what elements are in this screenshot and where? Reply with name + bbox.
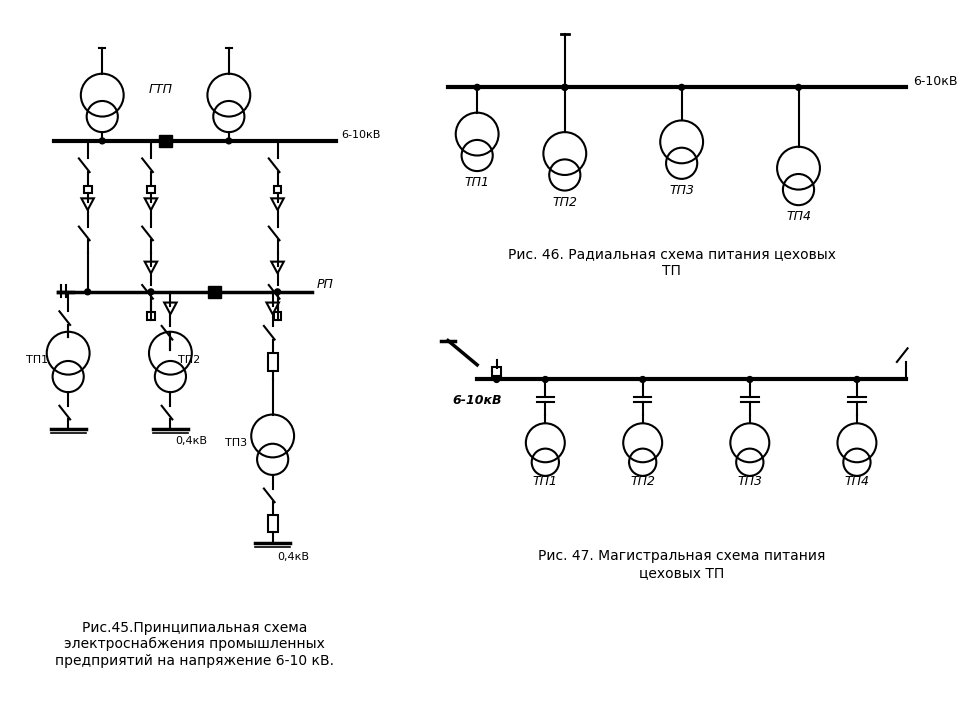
Circle shape: [493, 377, 499, 382]
Circle shape: [226, 138, 231, 144]
Bar: [268, 354, 277, 371]
Circle shape: [747, 377, 753, 382]
Bar: [159, 135, 172, 147]
Text: ГТП: ГТП: [149, 83, 173, 96]
Circle shape: [99, 138, 106, 144]
Text: ТП2: ТП2: [179, 355, 201, 365]
Text: 6-10кВ: 6-10кВ: [453, 395, 502, 408]
Circle shape: [796, 84, 802, 90]
Circle shape: [275, 289, 280, 294]
Bar: [147, 186, 155, 194]
Text: 0,4кВ: 0,4кВ: [277, 552, 309, 562]
Text: Рис.45.Принципиальная схема
электроснабжения промышленных
предприятий на напряже: Рис.45.Принципиальная схема электроснабж…: [56, 621, 334, 667]
Bar: [268, 515, 277, 532]
Circle shape: [679, 84, 684, 90]
Text: ТП3: ТП3: [669, 184, 694, 197]
Circle shape: [84, 289, 90, 294]
Bar: [274, 186, 281, 194]
Text: 6-10кВ: 6-10кВ: [913, 75, 958, 88]
Text: 6-10кВ: 6-10кВ: [341, 130, 380, 140]
Circle shape: [474, 84, 480, 90]
Text: ТП4: ТП4: [845, 475, 870, 488]
Text: 0,4кВ: 0,4кВ: [176, 436, 207, 446]
Text: ТП1: ТП1: [26, 355, 48, 365]
Text: ТП2: ТП2: [552, 196, 577, 209]
Circle shape: [639, 377, 646, 382]
Text: ТП1: ТП1: [465, 176, 490, 189]
Bar: [84, 186, 91, 194]
Circle shape: [562, 84, 567, 90]
Text: РП: РП: [317, 277, 333, 291]
Text: Рис. 46. Радиальная схема питания цеховых
ТП: Рис. 46. Радиальная схема питания цеховы…: [508, 248, 836, 278]
Text: ТП2: ТП2: [630, 475, 656, 488]
Bar: [147, 312, 155, 320]
Text: ТП3: ТП3: [737, 475, 762, 488]
Bar: [274, 312, 281, 320]
Circle shape: [542, 377, 548, 382]
Circle shape: [148, 289, 154, 294]
Text: ТП4: ТП4: [786, 210, 811, 223]
Circle shape: [562, 84, 567, 90]
Bar: [492, 367, 501, 376]
Text: ТП1: ТП1: [533, 475, 558, 488]
Text: ТП3: ТП3: [225, 438, 247, 448]
Circle shape: [854, 377, 860, 382]
Text: Рис. 47. Магистральная схема питания
цеховых ТП: Рис. 47. Магистральная схема питания цех…: [538, 549, 826, 580]
Bar: [208, 286, 221, 298]
